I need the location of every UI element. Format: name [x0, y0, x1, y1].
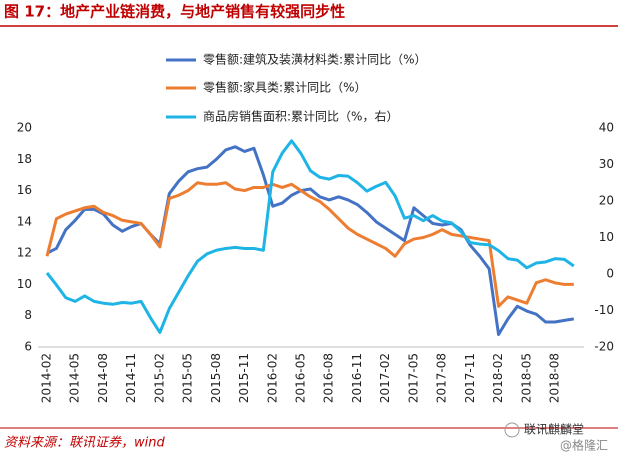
y-tick-label: 10 — [17, 277, 32, 291]
x-tick-label: 2017-05 — [406, 353, 420, 403]
x-tick-label: 2014-02 — [40, 353, 54, 403]
x-tick-label: 2018-02 — [491, 353, 505, 403]
x-tick-label: 2015-11 — [237, 353, 251, 403]
y-tick-label: 6 — [24, 340, 32, 354]
x-tick-label: 2014-11 — [124, 353, 138, 403]
y2-tick-label: -20 — [594, 340, 614, 354]
x-tick-label: 2018-08 — [548, 353, 562, 403]
y-tick-label: 12 — [17, 246, 32, 260]
y2-tick-label: 30 — [599, 157, 614, 171]
source: 资料来源：联讯证券，wind — [4, 436, 165, 451]
legend-label: 零售额:家具类:累计同比（%） — [203, 80, 367, 95]
legend-label: 商品房销售面积:累计同比（%，右） — [203, 109, 398, 124]
series-line — [45, 139, 575, 334]
x-tick-label: 2015-05 — [181, 353, 195, 403]
watermark: 联讯麒麟堂 — [524, 422, 584, 437]
x-tick-label: 2016-08 — [322, 353, 336, 403]
series-line — [46, 145, 575, 336]
x-tick-label: 2015-02 — [152, 353, 166, 403]
x-tick-label: 2016-11 — [350, 353, 364, 403]
x-tick-label: 2016-05 — [294, 353, 308, 403]
y2-tick-label: 20 — [599, 194, 614, 208]
y2-tick-label: 40 — [599, 121, 614, 135]
y2-tick-label: 10 — [599, 230, 614, 244]
y-tick-label: 18 — [17, 152, 32, 166]
chart-title: 图 17：地产产业链消费，与地产销售有较强同步性 — [4, 3, 345, 21]
y-tick-label: 20 — [17, 121, 32, 135]
legend-label: 零售额:建筑及装潢材料类:累计同比（%） — [203, 52, 427, 67]
y-tick-label: 16 — [17, 183, 32, 197]
x-tick-label: 2014-08 — [96, 353, 110, 403]
y2-tick-label: -10 — [594, 303, 614, 317]
x-tick-label: 2014-05 — [68, 353, 82, 403]
y-tick-label: 8 — [24, 308, 32, 322]
y-tick-label: 14 — [17, 214, 32, 228]
x-tick-label: 2015-08 — [209, 353, 223, 403]
watermark-sub: @格隆汇 — [560, 438, 608, 453]
series-line — [45, 181, 574, 308]
x-tick-label: 2017-11 — [463, 353, 477, 403]
y2-tick-label: 0 — [606, 267, 614, 281]
x-tick-label: 2017-02 — [378, 353, 392, 403]
x-tick-label: 2018-05 — [519, 353, 533, 403]
watermark-icon — [504, 422, 520, 438]
x-tick-label: 2016-02 — [265, 353, 279, 403]
x-tick-label: 2017-08 — [435, 353, 449, 403]
